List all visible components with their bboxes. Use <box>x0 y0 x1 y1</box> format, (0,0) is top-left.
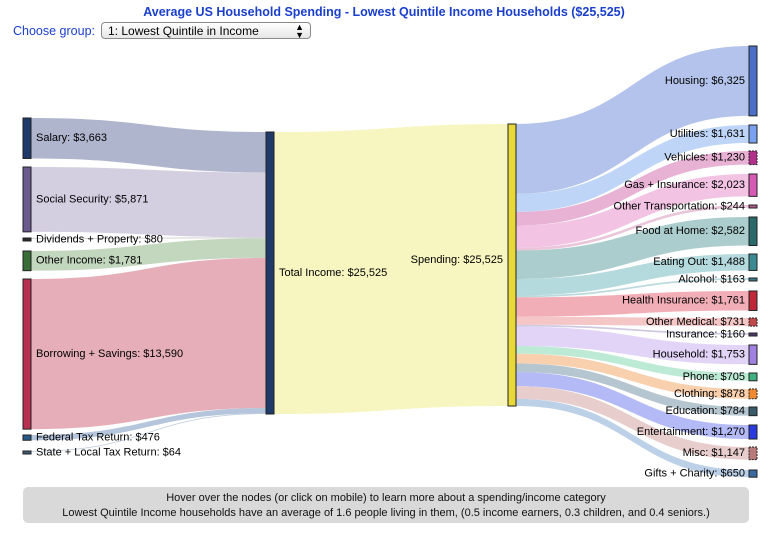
link-housing <box>516 46 749 194</box>
link-misc <box>516 386 749 460</box>
label-eating-out: Eating Out: $1,488 <box>653 256 745 268</box>
choose-group-label: Choose group: <box>13 23 96 38</box>
label-spending: Spending: $25,525 <box>411 254 503 266</box>
label-other-transportation: Other Transportation: $244 <box>614 200 745 212</box>
node-alcohol[interactable] <box>748 277 758 282</box>
node-household[interactable] <box>748 344 758 365</box>
node-food-at-home[interactable] <box>748 216 758 247</box>
node-borrowing-savings[interactable] <box>22 278 32 430</box>
node-total-income[interactable] <box>265 131 275 415</box>
node-dividends-property[interactable] <box>22 237 32 242</box>
link-gifts-charity <box>516 398 749 478</box>
node-social-security[interactable] <box>22 166 32 233</box>
link-alcohol <box>516 278 749 298</box>
sankey-links <box>31 46 749 478</box>
label-salary: Salary: $3,663 <box>36 132 107 144</box>
node-utilities[interactable] <box>748 124 758 144</box>
label-gas-insurance: Gas + Insurance: $2,023 <box>624 179 745 191</box>
node-education[interactable] <box>748 406 758 417</box>
sankey-nodes <box>22 45 758 478</box>
label-clothing: Clothing: $878 <box>674 388 745 400</box>
link-other-income <box>31 238 266 271</box>
label-state-local-tax-return: State + Local Tax Return: $64 <box>36 446 181 458</box>
link-gas-insurance <box>516 174 749 248</box>
node-insurance[interactable] <box>748 332 758 337</box>
link-social-security <box>31 167 266 238</box>
node-federal-tax-return[interactable] <box>22 434 32 441</box>
label-utilities: Utilities: $1,631 <box>670 128 745 140</box>
link-food-at-home <box>516 217 749 280</box>
label-dividends-property: Dividends + Property: $80 <box>36 233 163 245</box>
label-gifts-charity: Gifts + Charity: $650 <box>644 467 745 479</box>
link-phone <box>516 345 749 381</box>
label-social-security: Social Security: $5,871 <box>36 193 149 205</box>
label-other-income: Other Income: $1,781 <box>36 255 142 267</box>
group-select-value: 1: Lowest Quintile in Income <box>108 23 259 38</box>
select-arrows-icon: ▲ ▼ <box>295 21 305 40</box>
label-entertainment: Entertainment: $1,270 <box>637 426 745 438</box>
node-health-insurance[interactable] <box>748 290 758 311</box>
info-line-2: Lowest Quintile Income households have a… <box>62 507 710 519</box>
label-total-income: Total Income: $25,525 <box>279 267 387 279</box>
info-line-1: Hover over the nodes (or click on mobile… <box>166 492 606 504</box>
node-vehicles[interactable] <box>748 150 758 166</box>
label-housing: Housing: $6,325 <box>665 75 745 87</box>
label-health-insurance: Health Insurance: $1,761 <box>622 295 745 307</box>
label-federal-tax-return: Federal Tax Return: $476 <box>36 432 160 444</box>
node-housing[interactable] <box>748 45 758 117</box>
label-alcohol: Alcohol: $163 <box>678 273 745 285</box>
label-education: Education: $784 <box>665 405 745 417</box>
link-insurance <box>516 324 749 335</box>
label-phone: Phone: $705 <box>683 371 745 383</box>
label-other-medical: Other Medical: $731 <box>646 316 745 328</box>
link-other-transportation <box>516 205 749 251</box>
link-eating-out <box>516 254 749 296</box>
label-vehicles: Vehicles: $1,230 <box>664 152 745 164</box>
node-salary[interactable] <box>22 117 32 159</box>
node-spending[interactable] <box>507 123 517 407</box>
group-select[interactable]: 1: Lowest Quintile in Income ▲ ▼ <box>101 21 312 40</box>
link-salary <box>31 118 266 173</box>
info-box: Hover over the nodes (or click on mobile… <box>23 487 749 523</box>
link-total-to-spending <box>274 124 508 414</box>
chart-title: Average US Household Spending - Lowest Q… <box>143 5 625 19</box>
node-other-income[interactable] <box>22 250 32 272</box>
node-gifts-charity[interactable] <box>748 469 758 478</box>
label-household: Household: $1,753 <box>653 349 745 361</box>
link-other-medical <box>516 316 749 327</box>
node-other-medical[interactable] <box>748 317 758 327</box>
sankey-labels: Salary: $3,663 Social Security: $5,871 Div… <box>36 75 745 480</box>
label-borrowing-savings: Borrowing + Savings: $13,590 <box>36 348 183 360</box>
link-household <box>516 326 749 365</box>
link-borrowing-savings <box>31 257 266 430</box>
link-clothing <box>516 353 749 399</box>
group-chooser: Choose group: 1: Lowest Quintile in Inco… <box>13 21 312 40</box>
link-utilities <box>516 125 749 212</box>
label-misc: Misc: $1,147 <box>683 447 745 459</box>
node-other-transportation[interactable] <box>748 204 758 209</box>
node-gas-insurance[interactable] <box>748 173 758 197</box>
node-clothing[interactable] <box>748 388 758 400</box>
link-entertainment <box>516 372 749 440</box>
link-state-local-tax-return <box>31 413 266 452</box>
link-health-insurance <box>516 291 749 317</box>
link-vehicles <box>516 151 749 226</box>
node-phone[interactable] <box>748 372 758 382</box>
node-misc[interactable] <box>748 446 758 461</box>
node-entertainment[interactable] <box>748 424 758 440</box>
node-state-local-tax-return[interactable] <box>22 450 32 455</box>
label-food-at-home: Food at Home: $2,582 <box>636 225 745 237</box>
link-federal-tax-return <box>31 408 266 441</box>
link-dividends-property <box>31 237 266 239</box>
label-insurance: Insurance: $160 <box>666 328 745 340</box>
node-eating-out[interactable] <box>748 253 758 271</box>
link-education <box>516 363 749 416</box>
